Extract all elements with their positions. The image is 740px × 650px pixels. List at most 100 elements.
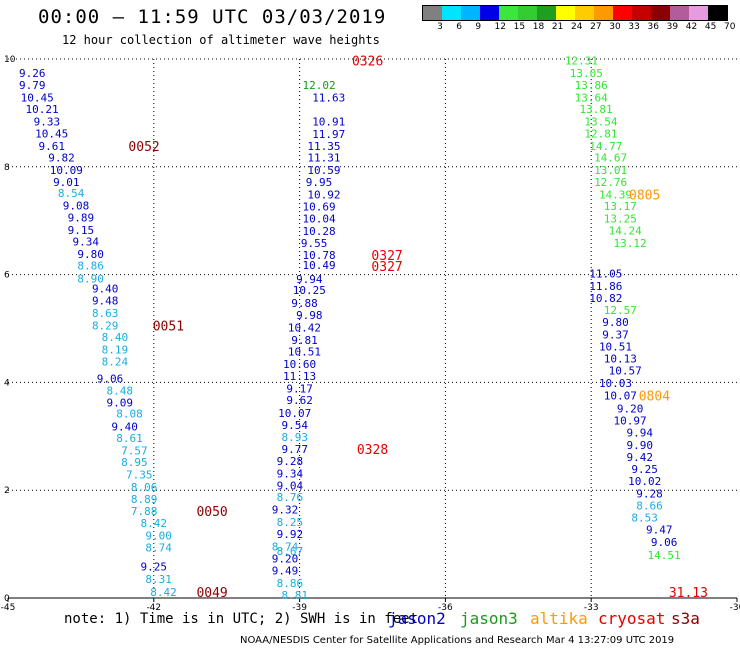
wave-height-point: 10.45 bbox=[35, 127, 68, 140]
wave-height-point: 9.34 bbox=[277, 467, 304, 480]
pass-time-label: 0327 bbox=[371, 249, 402, 264]
wave-height-point: 9.89 bbox=[68, 211, 95, 224]
wave-height-point: 10.03 bbox=[599, 377, 632, 390]
x-tick-label: -36 bbox=[438, 603, 453, 613]
wave-height-point: 10.04 bbox=[302, 213, 335, 226]
color-swatch-9 bbox=[594, 6, 613, 20]
wave-height-point: 9.04 bbox=[277, 479, 304, 492]
wave-height-point: 8.93 bbox=[281, 431, 308, 444]
wave-height-point: 10.51 bbox=[599, 340, 632, 353]
color-swatch-1 bbox=[442, 6, 461, 20]
wave-height-point: 8.42 bbox=[141, 517, 168, 530]
wave-height-point: 11.63 bbox=[312, 91, 345, 104]
wave-height-point: 13.54 bbox=[584, 116, 617, 129]
wave-height-point: 9.01 bbox=[53, 176, 80, 189]
wave-height-point: 8.61 bbox=[116, 432, 143, 445]
wave-height-point: 8.08 bbox=[116, 408, 143, 421]
wave-height-point: 10.60 bbox=[283, 358, 316, 371]
color-swatch-15 bbox=[708, 6, 727, 20]
wave-height-point: 9.95 bbox=[306, 176, 333, 189]
x-tick-label: -39 bbox=[292, 603, 307, 613]
wave-height-point: 8.81 bbox=[281, 589, 308, 602]
wave-height-point: 12.81 bbox=[584, 127, 617, 140]
wave-height-point: 9.61 bbox=[38, 140, 65, 153]
chart-subtitle: 12 hour collection of altimeter wave hei… bbox=[62, 33, 380, 47]
wave-height-point: 8.74 bbox=[145, 541, 172, 554]
wave-height-point: 10.13 bbox=[604, 353, 637, 366]
wave-height-point: 12.31 bbox=[565, 55, 598, 68]
wave-height-point: 10.92 bbox=[307, 188, 340, 201]
wave-height-point: 9.33 bbox=[34, 116, 61, 129]
color-swatch-7 bbox=[556, 6, 575, 20]
color-scale-label: 30 bbox=[609, 22, 621, 32]
wave-height-point: 9.94 bbox=[296, 273, 323, 286]
wave-height-point: 9.00 bbox=[145, 529, 172, 542]
wave-height-point: 7.35 bbox=[126, 469, 153, 482]
x-tick-label: -45 bbox=[1, 603, 16, 613]
wave-height-point: 13.12 bbox=[614, 237, 647, 250]
wave-height-point: 9.09 bbox=[107, 396, 134, 409]
wave-height-point: 13.01 bbox=[594, 164, 627, 177]
footer-note: note: 1) Time is in UTC; 2) SWH is in fe… bbox=[64, 611, 419, 627]
color-swatch-10 bbox=[613, 6, 632, 20]
wave-height-point: 8.25 bbox=[277, 516, 304, 529]
wave-height-point: 9.90 bbox=[627, 439, 654, 452]
color-scale-label: 42 bbox=[685, 22, 698, 32]
wave-height-point: 13.81 bbox=[579, 103, 612, 116]
wave-height-point: 13.17 bbox=[604, 200, 637, 213]
wave-height-point: 8.54 bbox=[58, 187, 85, 200]
wave-height-point: 8.66 bbox=[636, 499, 663, 512]
wave-height-point: 9.06 bbox=[651, 536, 678, 549]
wave-height-point: 10.78 bbox=[302, 249, 335, 262]
wave-height-point: 9.79 bbox=[19, 79, 46, 92]
wave-height-point: 10.45 bbox=[21, 91, 54, 104]
wave-height-point: 9.06 bbox=[97, 373, 124, 386]
wave-height-point: 14.24 bbox=[609, 224, 642, 237]
wave-height-point: 10.51 bbox=[288, 346, 321, 359]
wave-height-point: 9.08 bbox=[63, 200, 90, 213]
x-tick-label: -42 bbox=[146, 603, 161, 613]
wave-height-point: 13.64 bbox=[575, 91, 608, 104]
wave-height-point: 9.49 bbox=[272, 565, 299, 578]
wave-height-point: 9.48 bbox=[92, 294, 119, 307]
wave-height-point: 8.89 bbox=[131, 493, 158, 506]
wave-height-point: 7.88 bbox=[131, 505, 158, 518]
wave-height-point: 9.25 bbox=[631, 463, 658, 476]
wave-height-point: 13.05 bbox=[570, 67, 603, 80]
wave-height-point: 10.82 bbox=[589, 292, 622, 305]
wave-height-point: 9.34 bbox=[73, 236, 100, 249]
wave-height-point: 10.91 bbox=[312, 116, 345, 129]
x-tick-label: -33 bbox=[584, 603, 599, 613]
wave-height-point: 10.21 bbox=[25, 103, 58, 116]
wave-height-point: 8.67 bbox=[277, 545, 304, 558]
color-swatch-11 bbox=[632, 6, 651, 20]
y-tick-label: 6 bbox=[4, 271, 10, 281]
color-swatch-8 bbox=[575, 6, 594, 20]
wave-height-point: 9.55 bbox=[301, 237, 328, 250]
color-scale-label: 15 bbox=[513, 22, 526, 32]
y-tick-label: 10 bbox=[4, 55, 16, 65]
color-swatch-3 bbox=[480, 6, 499, 20]
chart-title: 00:00 – 11:59 UTC 03/03/2019 bbox=[38, 6, 387, 28]
wave-height-point: 14.39 bbox=[599, 188, 632, 201]
color-scale-label: 45 bbox=[704, 22, 717, 32]
wave-height-point: 11.35 bbox=[307, 140, 340, 153]
wave-height-point: 9.32 bbox=[272, 504, 299, 517]
wave-height-point: 9.40 bbox=[111, 421, 138, 434]
wave-height-point: 9.15 bbox=[68, 224, 95, 237]
wave-height-point: 9.17 bbox=[286, 382, 313, 395]
color-swatch-13 bbox=[670, 6, 689, 20]
pass-time-label: 0327 bbox=[371, 260, 402, 275]
wave-height-point: 10.57 bbox=[609, 365, 642, 378]
legend-jason2: jason2 bbox=[388, 609, 446, 628]
color-scale-label: 36 bbox=[647, 22, 659, 32]
wave-height-point: 14.77 bbox=[589, 140, 622, 153]
wave-height-point: 11.13 bbox=[283, 370, 316, 383]
wave-height-point: 9.77 bbox=[281, 443, 308, 456]
wave-height-point: 9.80 bbox=[77, 248, 104, 261]
color-swatch-14 bbox=[689, 6, 708, 20]
color-swatch-12 bbox=[651, 6, 670, 20]
color-swatch-0 bbox=[423, 6, 442, 20]
wave-height-point: 11.05 bbox=[589, 268, 622, 281]
